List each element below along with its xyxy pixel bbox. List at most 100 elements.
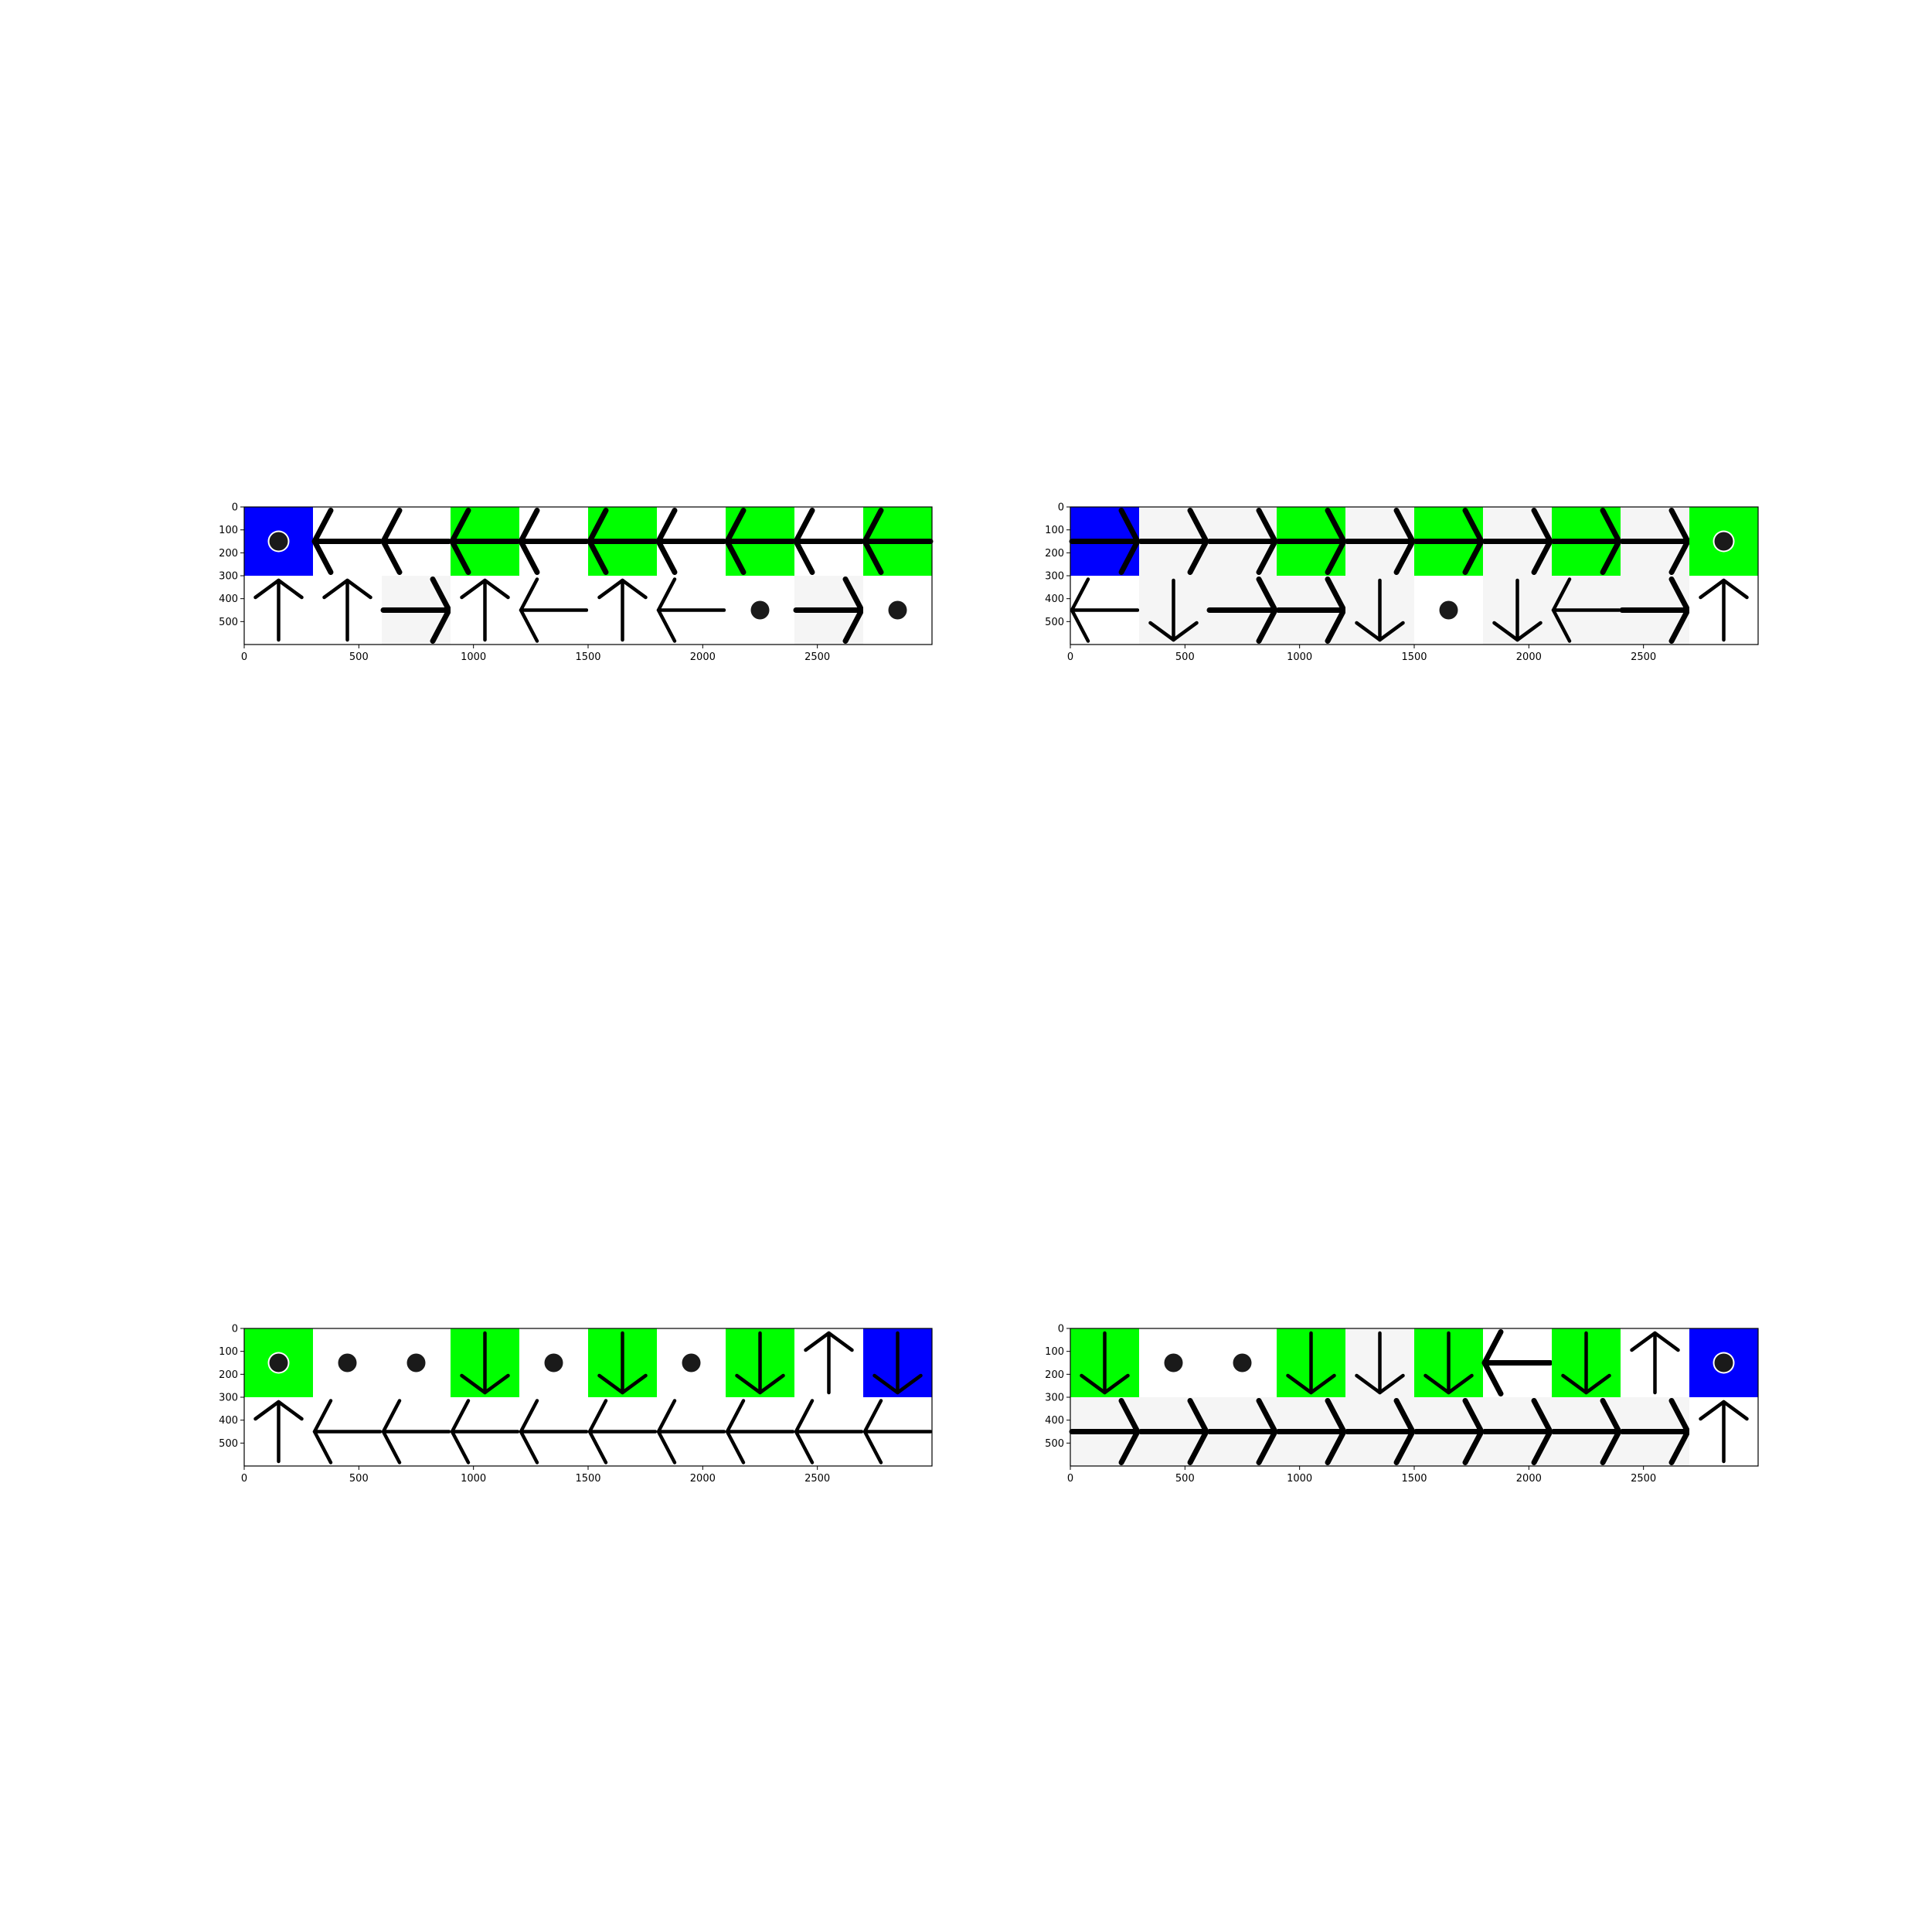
arrow-r-icon: [1481, 508, 1553, 575]
grid-cell: [1345, 1328, 1415, 1398]
dot-icon: [544, 1353, 563, 1372]
grid-cell: [1345, 576, 1415, 645]
arrow-l-icon: [793, 508, 865, 575]
x-tick-label: 0: [241, 1473, 247, 1485]
arrow-d-icon: [1148, 578, 1199, 642]
arrow-d-icon: [1355, 578, 1405, 642]
grid-cell: [724, 507, 796, 577]
arrow-r-icon: [1619, 1398, 1691, 1465]
arrow-l-icon: [312, 1399, 383, 1464]
arrow-r-icon: [1413, 1398, 1485, 1465]
arrow-l-icon: [794, 1399, 864, 1464]
grid-cell: [588, 576, 658, 645]
grid-cell: [519, 1328, 589, 1398]
grid-panel-4: 0 500 1000 1500 2000 2500 0 100 200 300 400 500: [1045, 1324, 1759, 1485]
arrow-r-icon: [1344, 508, 1416, 575]
x-tick-label: 2500: [1631, 651, 1656, 663]
arrow-r-icon: [1413, 508, 1485, 575]
arrow-d-icon: [1561, 1331, 1611, 1395]
arrow-l-icon: [381, 1399, 451, 1464]
arrow-r-icon: [1138, 1398, 1209, 1465]
grid-cell: [1138, 507, 1209, 577]
grid-cell: [655, 507, 727, 577]
arrow-d-icon: [1355, 1331, 1405, 1395]
grid-cell: [519, 1397, 589, 1467]
x-tick-label: 1500: [575, 651, 600, 663]
arrow-r-icon: [1550, 508, 1622, 575]
x-tick-label: 500: [349, 1473, 369, 1485]
grid-cell: [380, 507, 452, 577]
arrow-l-icon: [656, 577, 726, 643]
grid-panel-1: 0 500 1000 1500 2000 2500 0 100 200 300 400 500: [219, 502, 934, 663]
arrow-r-icon: [1550, 1398, 1622, 1465]
grid-cell: [1139, 1328, 1209, 1398]
arrow-u-icon: [804, 1331, 854, 1395]
dot-icon: [1439, 600, 1458, 620]
grid-cell: [1689, 1328, 1759, 1398]
grid-cell: [381, 1397, 451, 1467]
arrow-l-icon: [1481, 1329, 1553, 1396]
grid-cell: [793, 507, 865, 577]
arrow-l-icon: [519, 1399, 589, 1464]
grid-cell: [1552, 1328, 1621, 1398]
arrow-l-icon: [449, 508, 521, 575]
arrow-r-icon: [380, 577, 452, 644]
arrow-u-icon: [460, 578, 510, 642]
arrow-r-icon: [1069, 1398, 1141, 1465]
arrow-l-icon: [518, 508, 590, 575]
arrow-d-icon: [460, 1331, 510, 1395]
grid-cell: [244, 1328, 314, 1398]
grid-cell: [312, 1397, 383, 1467]
grid-cell: [518, 507, 590, 577]
grid-cell: [1344, 507, 1416, 577]
arrow-l-icon: [656, 1399, 726, 1464]
y-tick-label: 500: [219, 1438, 238, 1450]
x-tick-label: 2000: [1516, 651, 1542, 663]
grid-cell: [1619, 1397, 1691, 1467]
grid-cell: [382, 1328, 451, 1398]
x-tick-label: 500: [1175, 651, 1195, 663]
grid-cell: [1275, 576, 1347, 645]
arrow-d-icon: [597, 1331, 648, 1395]
arrow-u-icon: [597, 578, 648, 642]
grid-cell: [726, 576, 795, 645]
grid-cell: [1139, 576, 1209, 645]
grid-cell: [726, 1328, 795, 1398]
grid-cell: [862, 507, 934, 577]
grid-cell: [1550, 507, 1622, 577]
x-tick-label: 1000: [1287, 1473, 1312, 1485]
x-tick-label: 1500: [1401, 651, 1427, 663]
arrow-l-icon: [862, 1399, 933, 1464]
y-tick-label: 0: [232, 1324, 238, 1335]
arrow-l-icon: [655, 508, 727, 575]
grid-cell: [1070, 576, 1140, 645]
x-tick-label: 2500: [804, 651, 830, 663]
dot-icon: [1714, 532, 1733, 551]
grid-cell: [863, 576, 933, 645]
arrow-l-icon: [587, 508, 658, 575]
arrow-r-icon: [1206, 508, 1278, 575]
grid-cell: [725, 1397, 795, 1467]
arrow-u-icon: [322, 578, 372, 642]
dot-icon: [750, 600, 770, 620]
grid-cell: [794, 1397, 864, 1467]
x-tick-label: 1000: [1287, 651, 1312, 663]
grid-cell: [1413, 1397, 1485, 1467]
dot-icon: [682, 1353, 701, 1372]
arrow-l-icon: [587, 1399, 658, 1464]
arrow-u-icon: [1699, 1400, 1749, 1464]
grid-cell: [794, 1328, 864, 1398]
arrow-u-icon: [253, 578, 304, 642]
grid-cell: [793, 576, 865, 645]
arrow-d-icon: [1286, 1331, 1336, 1395]
arrow-u-icon: [253, 1400, 304, 1464]
grid-cell: [1481, 507, 1553, 577]
y-tick-label: 0: [1058, 502, 1064, 514]
y-tick-label: 400: [219, 1415, 238, 1427]
grid-cell: [656, 1397, 726, 1467]
x-tick-label: 0: [1067, 1473, 1073, 1485]
arrow-r-icon: [1619, 577, 1691, 644]
grid-cell: [1621, 1328, 1690, 1398]
dot-icon: [1714, 1353, 1733, 1372]
